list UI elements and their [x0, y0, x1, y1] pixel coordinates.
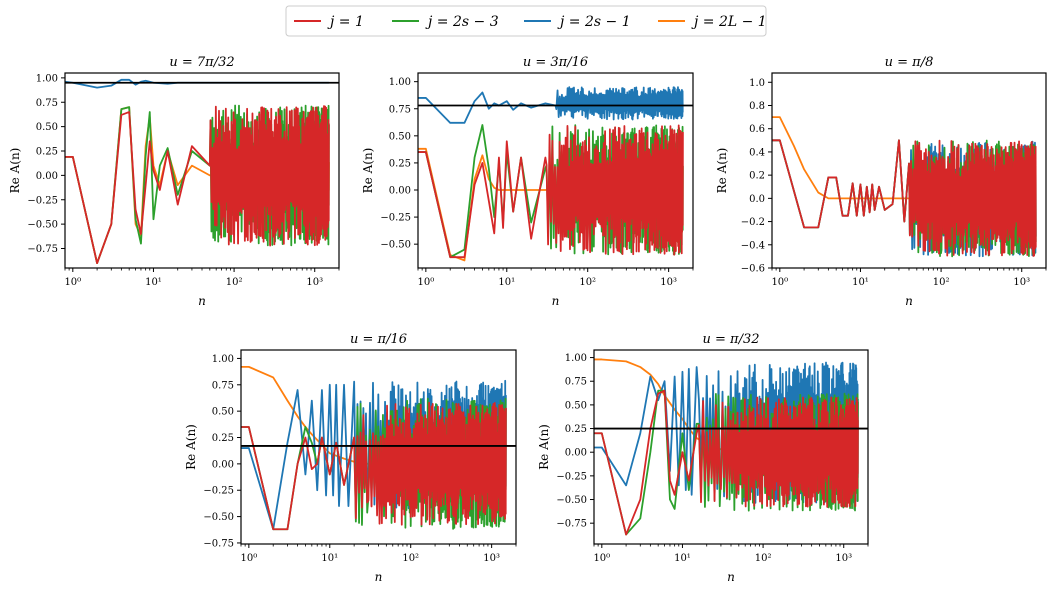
legend: j = 1 j = 2s − 3 j = 2s − 1 j = 2L − 1	[285, 5, 767, 37]
y-axis-label: Re A(n)	[361, 148, 375, 194]
y-tick-label: 0.00	[565, 448, 587, 459]
x-tick-label: 10³	[483, 553, 500, 564]
y-tick-label: 0.25	[212, 433, 234, 444]
y-tick-label: 0.4	[749, 147, 765, 158]
plot-area	[241, 365, 516, 531]
subplot-1: 1.00 0.75 0.50 0.25 0.00 −0.25 −0.50 −0.75 10⁰ 10…	[8, 55, 340, 308]
x-tick-label: 10³	[306, 277, 323, 288]
x-axis-label: n	[727, 570, 735, 584]
x-tick-label: 10¹	[498, 277, 515, 288]
y-tick-label: 0.50	[36, 122, 58, 133]
y-tick-label: 0.0	[749, 194, 765, 205]
x-axis-label: n	[552, 294, 560, 308]
y-tick-label: 0.00	[212, 459, 234, 470]
legend-label-j2s-1: j = 2s − 1	[557, 14, 631, 30]
x-axis-label: n	[198, 294, 206, 308]
plot-area	[65, 78, 339, 265]
y-axis-label: Re A(n)	[184, 424, 198, 470]
y-tick-label: 0.25	[565, 424, 587, 435]
plot-area	[772, 116, 1037, 258]
y-axis-label: Re A(n)	[8, 148, 22, 194]
subplot-2: 1.00 0.75 0.50 0.25 0.00 −0.25 −0.50 10⁰ 10¹ 10² 1…	[361, 55, 694, 308]
y-tick-label: 0.75	[565, 377, 587, 388]
y-tick-label: 0.50	[212, 407, 234, 418]
subplot-title: u = π/16	[350, 332, 407, 347]
y-tick-label: 1.0	[749, 78, 765, 89]
series-line-j-1	[65, 105, 330, 265]
x-axis-label: n	[375, 570, 383, 584]
x-tick-label: 10³	[835, 553, 852, 564]
y-tick-label: −0.4	[741, 240, 765, 251]
x-tick-label: 10²	[933, 277, 950, 288]
plot-area	[594, 358, 868, 536]
x-tick-label: 10⁰	[771, 277, 788, 288]
x-tick-label: 10²	[755, 553, 772, 564]
y-tick-label: 0.00	[36, 171, 58, 182]
subplot-title: u = π/8	[885, 55, 934, 70]
y-tick-label: −0.25	[380, 213, 411, 224]
x-tick-label: 10⁰	[417, 277, 434, 288]
legend-label-j2L-1: j = 2L − 1	[691, 14, 767, 30]
series-line-j-2s-1	[65, 78, 329, 89]
x-tick-label: 10⁰	[240, 553, 257, 564]
y-tick-label: −0.75	[203, 538, 234, 549]
y-tick-label: −0.50	[27, 220, 58, 231]
subplot-title: u = 7π/32	[169, 55, 234, 70]
series-line-j-1	[772, 139, 1037, 257]
y-tick-label: 0.6	[749, 124, 765, 135]
y-tick-label: 1.00	[36, 73, 58, 84]
x-tick-label: 10¹	[321, 553, 338, 564]
y-tick-label: −0.50	[203, 512, 234, 523]
y-tick-label: 0.50	[389, 131, 411, 142]
y-tick-label: 1.00	[389, 77, 411, 88]
y-axis-label: Re A(n)	[715, 148, 729, 194]
y-tick-label: 1.00	[565, 353, 587, 364]
y-tick-label: −0.50	[380, 240, 411, 251]
subplot-title: u = π/32	[703, 332, 760, 347]
y-tick-label: 0.50	[565, 400, 587, 411]
y-tick-label: −0.75	[27, 244, 58, 255]
subplot-title: u = 3π/16	[523, 55, 588, 70]
y-tick-label: 0.75	[36, 98, 58, 109]
x-tick-label: 10²	[226, 277, 243, 288]
legend-label-j1: j = 1	[327, 14, 364, 30]
x-tick-label: 10³	[1013, 277, 1030, 288]
y-tick-label: −0.2	[741, 217, 765, 228]
series-line-j-1	[241, 401, 507, 531]
y-tick-label: −0.25	[556, 471, 587, 482]
subplots: 1.00 0.75 0.50 0.25 0.00 −0.25 −0.50 −0.75 10⁰ 10…	[8, 55, 1047, 584]
x-tick-label: 10²	[402, 553, 419, 564]
x-tick-label: 10¹	[852, 277, 869, 288]
y-tick-label: 0.75	[389, 104, 411, 115]
y-tick-label: 0.25	[389, 158, 411, 169]
y-tick-label: 0.25	[36, 147, 58, 158]
plot-area	[418, 86, 693, 262]
y-tick-label: 0.00	[389, 186, 411, 197]
series-line-j-1	[594, 389, 859, 536]
x-tick-label: 10²	[579, 277, 596, 288]
subplot-3: 1.0 0.8 0.6 0.4 0.2 0.0 −0.2 −0.4 −0.6 10⁰ 10¹ 10² 1…	[715, 55, 1047, 308]
subplot-4: 1.00 0.75 0.50 0.25 0.00 −0.25 −0.50 −0.75 10⁰ 10…	[184, 332, 517, 584]
y-tick-label: −0.25	[27, 195, 58, 206]
y-tick-label: 0.8	[749, 101, 765, 112]
x-tick-label: 10⁰	[593, 553, 610, 564]
legend-label-j2s-3: j = 2s − 3	[425, 14, 499, 30]
y-axis-label: Re A(n)	[537, 424, 551, 470]
y-tick-label: −0.50	[556, 495, 587, 506]
y-tick-label: −0.6	[741, 264, 765, 275]
x-tick-label: 10¹	[674, 553, 691, 564]
subplot-5: 1.00 0.75 0.50 0.25 0.00 −0.25 −0.50 −0.75 10⁰ 10…	[537, 332, 869, 584]
x-tick-label: 10¹	[145, 277, 162, 288]
y-tick-label: −0.25	[203, 486, 234, 497]
y-tick-label: −0.75	[556, 519, 587, 530]
series-line-j-1	[418, 124, 684, 259]
series-line-j-2s-1	[594, 361, 859, 505]
y-tick-label: 0.75	[212, 380, 234, 391]
x-tick-label: 10³	[660, 277, 677, 288]
y-tick-label: 1.00	[212, 354, 234, 365]
x-axis-label: n	[905, 294, 913, 308]
x-tick-label: 10⁰	[64, 277, 81, 288]
y-tick-label: 0.2	[749, 171, 765, 182]
